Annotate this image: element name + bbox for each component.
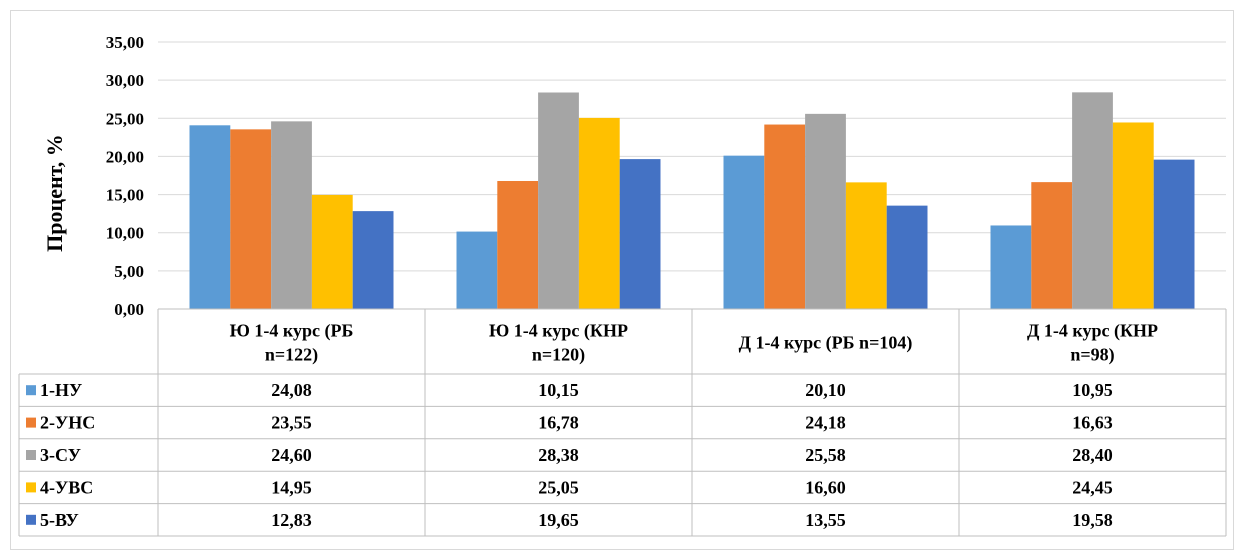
data-label: 25,05 <box>538 477 579 497</box>
data-label: 13,55 <box>805 510 846 530</box>
data-label: 16,63 <box>1072 413 1113 433</box>
data-label: 23,55 <box>271 413 312 433</box>
legend-label: 3-СУ <box>40 445 81 465</box>
category-label: n=98) <box>1070 345 1114 366</box>
category-label: Д 1-4 курс (КНР <box>1027 321 1158 342</box>
legend-label: 2-УНС <box>40 413 95 433</box>
bar-2-УНС-1 <box>230 129 272 309</box>
legend-swatch-3-СУ <box>26 450 36 460</box>
y-tick-label: 10,00 <box>106 224 144 243</box>
data-label: 14,95 <box>271 477 312 497</box>
bar-2-УНС-3 <box>764 124 806 310</box>
category-label: n=120) <box>532 345 585 366</box>
bar-5-ВУ-4 <box>1153 159 1195 309</box>
bar-5-ВУ-2 <box>619 159 661 309</box>
legend-swatch-2-УНС <box>26 417 36 428</box>
bar-1-НУ-4 <box>990 225 1032 309</box>
data-label: 10,95 <box>1072 380 1113 400</box>
category-label: Ю 1-4 курс (КНР <box>489 321 628 342</box>
data-label: 20,10 <box>805 380 846 400</box>
y-tick-label: 20,00 <box>106 147 144 166</box>
data-label: 25,58 <box>805 445 846 465</box>
data-label: 12,83 <box>271 510 312 530</box>
category-label: Д 1-4 курс (РБ n=104) <box>739 333 913 354</box>
legend-swatch-1-НУ <box>26 385 36 396</box>
bar-4-УВС-2 <box>578 117 620 309</box>
y-tick-label: 25,00 <box>106 109 144 128</box>
data-label: 19,58 <box>1072 510 1113 530</box>
legend-label: 4-УВС <box>40 477 93 497</box>
category-label: n=122) <box>265 345 318 366</box>
data-label: 10,15 <box>538 380 579 400</box>
data-label: 24,08 <box>271 380 312 400</box>
y-axis: 0,00 5,00 10,00 15,00 20,00 25,00 30,00 35,00 <box>106 33 144 319</box>
bar-4-УВС-3 <box>845 182 887 309</box>
y-tick-label: 15,00 <box>106 186 144 205</box>
y-tick-label: 0,00 <box>114 300 144 319</box>
legend-swatch-4-УВС <box>26 482 36 493</box>
bar-3-СУ-2 <box>538 92 579 309</box>
bar-5-ВУ-3 <box>886 205 928 309</box>
category-label: Ю 1-4 курс (РБ <box>230 321 354 342</box>
bar-3-СУ-4 <box>1072 92 1113 309</box>
data-label: 28,38 <box>538 445 579 465</box>
data-label: 28,40 <box>1072 445 1113 465</box>
y-tick-label: 30,00 <box>106 71 144 90</box>
bar-1-НУ-1 <box>189 125 231 309</box>
data-label: 24,60 <box>271 445 312 465</box>
data-label: 24,18 <box>805 413 846 433</box>
y-tick-label: 5,00 <box>114 262 144 281</box>
bar-3-СУ-1 <box>271 121 312 309</box>
legend-swatch-5-ВУ <box>26 514 36 525</box>
bar-4-УВС-1 <box>311 194 353 309</box>
data-table: Ю 1-4 курс (РБ n=122) Ю 1-4 курс (КНР n=120… <box>18 308 1227 537</box>
y-axis-title: Процент, % <box>42 134 67 252</box>
bar-5-ВУ-1 <box>352 211 394 309</box>
data-label: 16,60 <box>805 477 846 497</box>
legend-label: 1-НУ <box>40 380 82 400</box>
bar-3-СУ-3 <box>805 113 846 309</box>
bar-2-УНС-4 <box>1031 182 1073 309</box>
bars <box>189 92 1195 310</box>
data-label: 16,78 <box>538 413 579 433</box>
bar-1-НУ-2 <box>456 231 498 309</box>
bar-2-УНС-2 <box>497 180 539 309</box>
data-label: 24,45 <box>1072 477 1113 497</box>
data-label: 19,65 <box>538 510 579 530</box>
bar-1-НУ-3 <box>723 155 765 309</box>
legend-label: 5-ВУ <box>40 510 79 530</box>
bar-4-УВС-4 <box>1112 122 1154 309</box>
y-tick-label: 35,00 <box>106 33 144 52</box>
